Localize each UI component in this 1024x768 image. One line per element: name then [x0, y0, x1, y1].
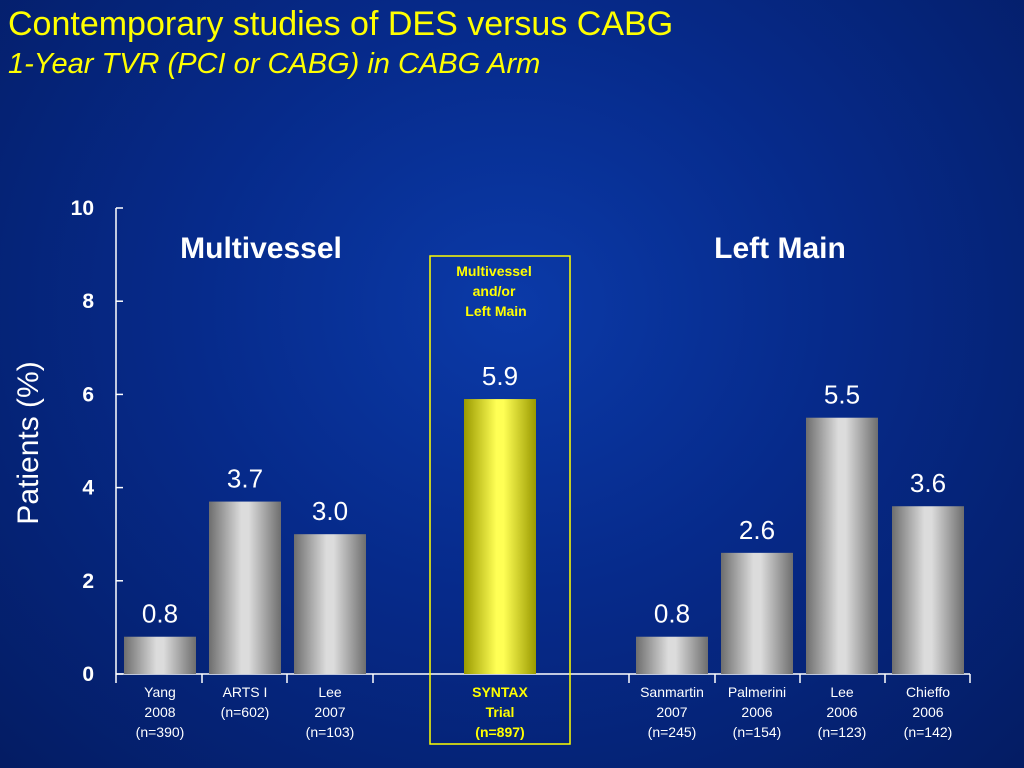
syntax-highlight-box [429, 255, 571, 745]
bar [294, 534, 366, 674]
x-axis [115, 673, 971, 683]
chart-title: Contemporary studies of DES versus CABG [8, 5, 674, 43]
highlight-annotation-line: Left Main [465, 303, 526, 319]
category-label: Palmerini [728, 684, 786, 700]
y-axis: 0 2 4 6 8 10 [71, 197, 123, 686]
y-tick-label: 10 [71, 197, 94, 220]
category-label: (n=602) [221, 704, 270, 720]
category-label: Lee [830, 684, 854, 700]
bars [124, 399, 964, 674]
category-label: (n=142) [904, 724, 953, 740]
highlight-box [429, 255, 571, 745]
y-tick-label: 2 [82, 570, 94, 593]
group-label-left-main: Left Main [714, 232, 846, 265]
value-label: 3.0 [312, 496, 348, 526]
bar [806, 417, 878, 674]
highlight-annotation-line: and/or [473, 283, 516, 299]
category-label: (n=103) [306, 724, 355, 740]
category-label: 2007 [314, 704, 345, 720]
value-label: 3.6 [910, 468, 946, 498]
category-label: 2008 [144, 704, 175, 720]
bar [721, 552, 793, 674]
category-label: (n=154) [733, 724, 782, 740]
value-label: 3.7 [227, 464, 263, 494]
value-label: 5.9 [482, 361, 518, 391]
category-label: (n=390) [136, 724, 185, 740]
value-label: 2.6 [739, 515, 775, 545]
highlight-annotation: Multivessel and/or Left Main [456, 263, 531, 319]
category-label: (n=245) [648, 724, 697, 740]
category-label: 2007 [656, 704, 687, 720]
category-label: 2006 [912, 704, 943, 720]
bar-highlighted [464, 399, 536, 674]
chart-subtitle: 1-Year TVR (PCI or CABG) in CABG Arm [8, 48, 541, 80]
value-label: 5.5 [824, 380, 860, 410]
bar [892, 506, 964, 674]
y-tick-label: 6 [82, 383, 94, 406]
y-tick-label: 0 [82, 663, 94, 686]
value-label: 0.8 [654, 599, 690, 629]
highlight-annotation-line: Multivessel [456, 263, 531, 279]
y-axis-label: Patients (%) [12, 361, 45, 524]
bar [124, 636, 196, 674]
category-label: (n=123) [818, 724, 867, 740]
y-tick-label: 8 [82, 290, 94, 313]
category-labels: Yang 2008 (n=390) ARTS I (n=602) Lee 2007 (n=10… [136, 684, 953, 740]
group-label-multivessel: Multivessel [180, 232, 342, 265]
category-label: 2006 [741, 704, 772, 720]
y-tick-label: 4 [82, 477, 94, 500]
category-label: Chieffo [906, 684, 950, 700]
category-label: ARTS I [223, 684, 268, 700]
category-label: Yang [144, 684, 176, 700]
bar [636, 636, 708, 674]
category-label: Lee [318, 684, 342, 700]
value-labels: 0.8 3.7 3.0 5.9 0.8 2.6 5.5 3.6 [142, 361, 946, 629]
category-label: 2006 [826, 704, 857, 720]
category-label: (n=897) [475, 724, 524, 740]
category-label: SYNTAX [472, 684, 528, 700]
value-label: 0.8 [142, 599, 178, 629]
category-label: Sanmartin [640, 684, 704, 700]
category-label: Trial [486, 704, 515, 720]
bar [209, 501, 281, 674]
